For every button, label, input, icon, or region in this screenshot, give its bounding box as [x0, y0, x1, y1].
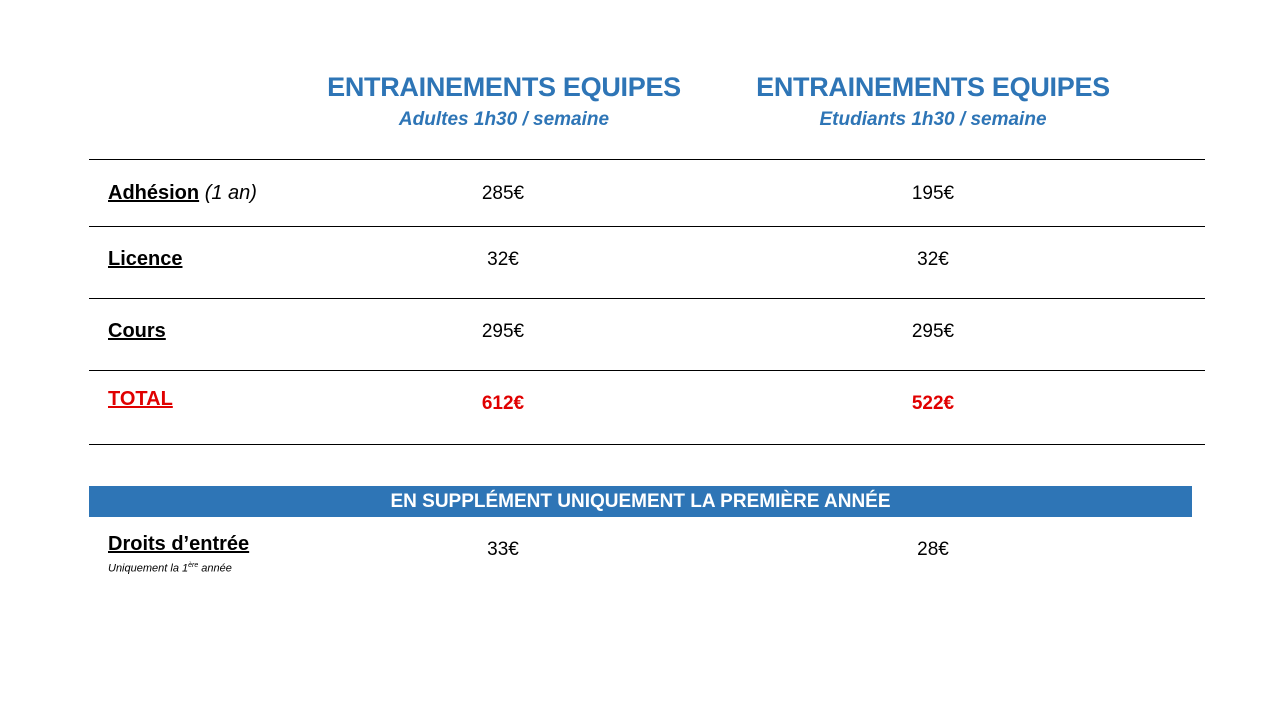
note-text: année: [198, 562, 232, 575]
row-label-cours: Cours: [108, 320, 166, 343]
table-rule: [89, 159, 1205, 160]
table-rule: [89, 226, 1205, 227]
price-adhesion-adultes: 285€: [481, 183, 525, 204]
column-title: ENTRAINEMENTS EQUIPES: [327, 72, 681, 102]
column-header-adultes: ENTRAINEMENTS EQUIPES Adultes 1h30 / sem…: [294, 72, 714, 131]
price-total-etudiants: 522€: [911, 393, 955, 414]
column-subtitle: Etudiants 1h30 / semaine: [819, 109, 1047, 130]
supplement-banner: EN SUPPLÉMENT UNIQUEMENT LA PREMIÈRE ANN…: [89, 486, 1192, 517]
row-label-text: Droits d’entrée: [108, 533, 250, 555]
price-cours-adultes: 295€: [481, 321, 525, 342]
column-subtitle: Adultes 1h30 / semaine: [398, 109, 610, 130]
price-droits-adultes: 33€: [487, 539, 519, 560]
table-rule: [89, 444, 1205, 445]
row-label-text: Licence: [108, 248, 183, 270]
row-label-aside: (1 an): [204, 182, 257, 204]
price-total-adultes: 612€: [481, 393, 525, 414]
row-label-total: TOTAL: [108, 388, 173, 411]
row-label-text: TOTAL: [108, 388, 173, 410]
row-label-adhesion: Adhésion (1 an): [108, 182, 257, 205]
table-rule: [89, 298, 1205, 299]
row-label-licence: Licence: [108, 248, 182, 271]
column-title: ENTRAINEMENTS EQUIPES: [756, 72, 1110, 102]
row-label-text: Cours: [108, 320, 166, 342]
price-licence-etudiants: 32€: [917, 249, 949, 270]
droits-note: Uniquement la 1ère année: [108, 562, 232, 575]
price-droits-etudiants: 28€: [917, 539, 949, 560]
table-rule: [89, 370, 1205, 371]
note-text: Uniquement la 1: [108, 562, 189, 575]
row-label-droits: Droits d’entrée: [108, 533, 249, 556]
note-superscript: ère: [188, 562, 199, 569]
price-adhesion-etudiants: 195€: [911, 183, 955, 204]
price-cours-etudiants: 295€: [911, 321, 955, 342]
column-header-etudiants: ENTRAINEMENTS EQUIPES Etudiants 1h30 / s…: [723, 72, 1143, 131]
price-licence-adultes: 32€: [487, 249, 519, 270]
row-label-text: Adhésion: [108, 182, 200, 204]
